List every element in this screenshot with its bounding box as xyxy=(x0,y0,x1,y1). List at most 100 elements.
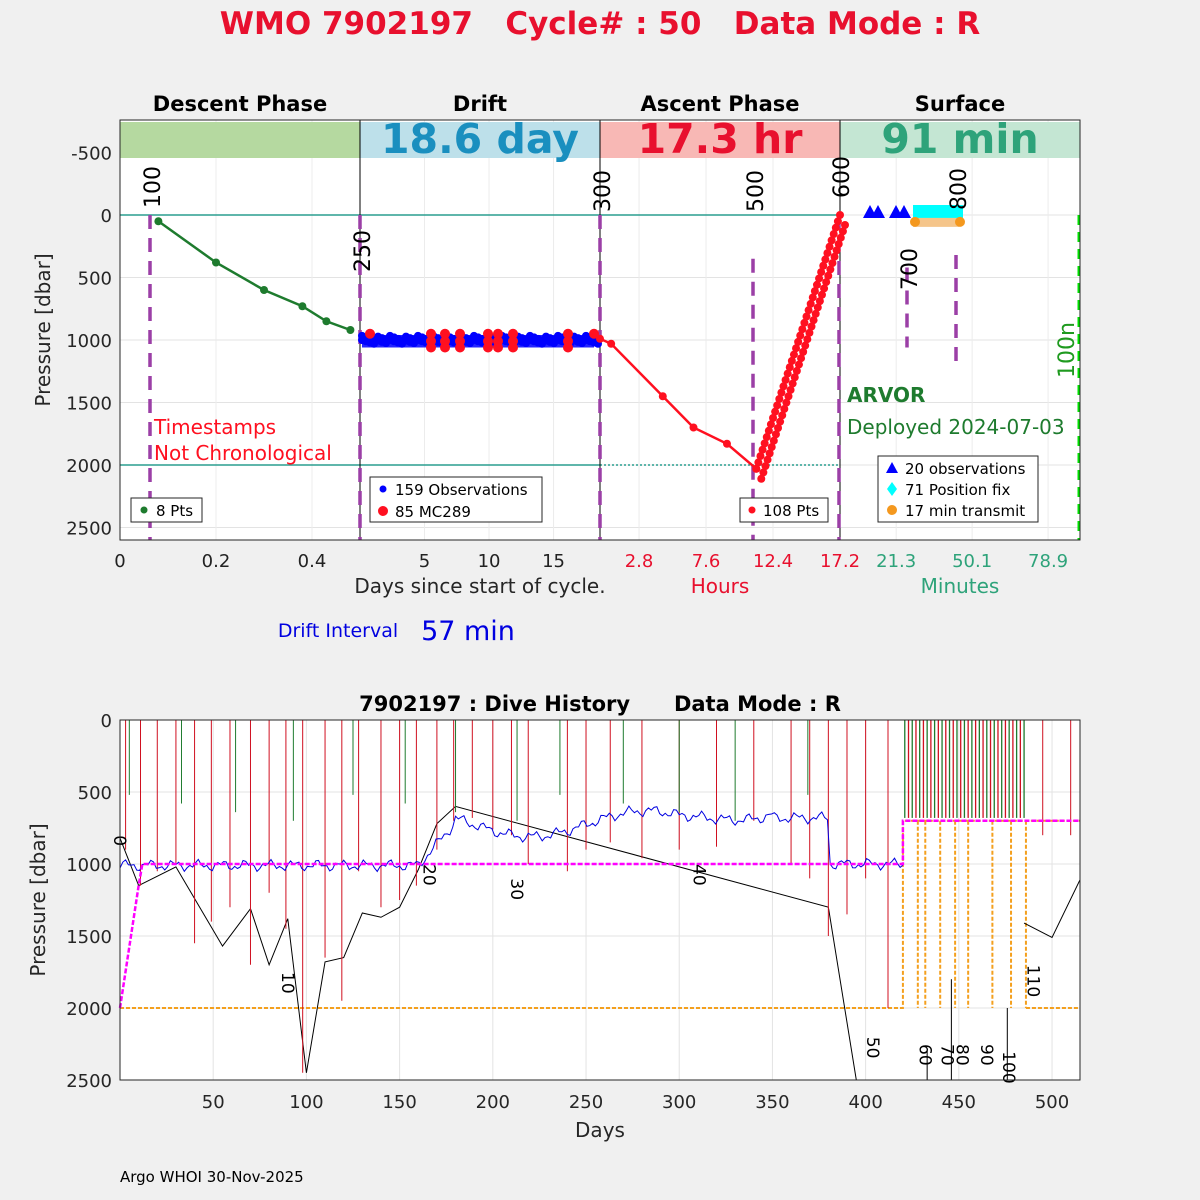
legend-surface xyxy=(877,455,1039,523)
ascent-point xyxy=(831,223,840,232)
ascent-point xyxy=(758,445,767,454)
legend-surface-tx-marker xyxy=(887,505,897,515)
drift-mc-point xyxy=(483,342,493,353)
ascent-point xyxy=(779,382,788,391)
ascent-point xyxy=(797,354,806,363)
legend-ascent-label: 108 Pts xyxy=(763,502,819,520)
drift-mc-point xyxy=(508,328,518,339)
ascent-point xyxy=(832,246,841,255)
ascent-point xyxy=(607,339,616,348)
legend-surface-tx-label: 17 min transmit xyxy=(905,502,1025,520)
ascent-point xyxy=(752,464,761,473)
phase-band xyxy=(600,122,840,158)
ascent-point xyxy=(808,293,817,302)
ascent-point xyxy=(836,211,844,219)
top-x-tick-label: 0 xyxy=(114,551,125,572)
bottom-x-tick-label: 150 xyxy=(382,1092,416,1113)
ascent-point xyxy=(826,265,835,274)
ascent-point xyxy=(803,335,812,344)
bottom-x-tick-label: 300 xyxy=(662,1092,696,1113)
ascent-point xyxy=(799,347,808,356)
top-y-tick-label: 0 xyxy=(101,206,112,227)
bottom-x-axis-label: Days xyxy=(575,1118,625,1142)
drift-observation-band xyxy=(362,335,594,348)
descent-point xyxy=(298,302,307,311)
surface-transmit-point xyxy=(955,216,965,227)
bottom-y-tick-label: 1500 xyxy=(66,927,112,948)
bottom-x-tick-label: 250 xyxy=(569,1092,603,1113)
top-y-tick-label: 2500 xyxy=(66,519,112,540)
ascent-point xyxy=(822,278,831,287)
ascent-point xyxy=(778,411,787,420)
ascent-point xyxy=(815,274,824,283)
ascent-point xyxy=(722,439,731,448)
ascent-point xyxy=(765,449,774,458)
phase-duration: 91 min xyxy=(881,115,1038,163)
event-marker-label: 500 xyxy=(744,170,769,212)
event-marker-label: 100n xyxy=(1055,322,1080,378)
ascent-point xyxy=(788,379,797,388)
ascent-point xyxy=(813,303,822,312)
bottom-plot-frame xyxy=(119,719,1081,1081)
ascent-point xyxy=(777,388,786,397)
float-type: ARVOR xyxy=(847,383,925,407)
legend-drift-obs-label: 159 Observations xyxy=(395,481,528,499)
drift-interval-value: 57 min xyxy=(421,616,515,647)
warning-line-2: Not Chronological xyxy=(154,441,332,465)
dive-history-title: 7902197 : Dive History Data Mode : R xyxy=(359,692,841,716)
ascent-point xyxy=(838,227,847,236)
ascent-point xyxy=(811,309,820,318)
ascent-point xyxy=(824,271,833,280)
drift-mc-point xyxy=(440,342,450,353)
ascent-point xyxy=(809,316,818,325)
ascent-point xyxy=(757,474,766,483)
ascent-point xyxy=(829,230,838,239)
legend-surface-pos-label: 71 Position fix xyxy=(905,481,1010,499)
park-pressure-line xyxy=(118,819,1080,1009)
ascent-point xyxy=(805,328,814,337)
drift-mc-point xyxy=(563,328,573,339)
bottom-y-tick-label: 2500 xyxy=(66,1071,112,1092)
drift-mc-point xyxy=(483,328,493,339)
cycle-number-label: 90 xyxy=(976,1044,996,1066)
legend-drift-obs-marker xyxy=(379,485,387,493)
drift-interval-label: Drift Interval xyxy=(278,620,398,642)
descent-point xyxy=(322,317,331,326)
top-x-tick-label: 17.2 xyxy=(820,551,860,572)
cycle-number-label: 80 xyxy=(952,1044,972,1066)
ascent-point xyxy=(821,255,830,264)
event-marker-label: 600 xyxy=(830,156,855,198)
drift-mc-point xyxy=(493,328,503,339)
descent-point xyxy=(154,217,163,226)
ascent-point xyxy=(841,221,849,229)
bottom-x-tick-label: 450 xyxy=(942,1092,976,1113)
ascent-point xyxy=(827,236,836,245)
cycle-number-label: 110 xyxy=(1022,965,1042,997)
ascent-point xyxy=(828,259,837,268)
bottom-y-tick-label: 500 xyxy=(78,783,112,804)
ascent-point xyxy=(815,297,824,306)
top-y-tick-label: 1000 xyxy=(66,331,112,352)
cycle-number-label: 40 xyxy=(689,864,709,886)
top-x-tick-label: 0.2 xyxy=(202,551,231,572)
bottom-y-tick-label: 0 xyxy=(101,711,112,732)
drift-mc-point xyxy=(455,328,465,339)
ascent-point xyxy=(802,312,811,321)
top-y-tick-label: 2000 xyxy=(66,456,112,477)
drift-mc-point xyxy=(589,328,599,339)
ascent-point xyxy=(596,334,604,343)
cycle-number-label: 60 xyxy=(914,1044,934,1066)
ascent-point xyxy=(819,261,828,270)
top-y-tick-label: -500 xyxy=(71,144,112,165)
bottom-x-tick-label: 500 xyxy=(1035,1092,1069,1113)
event-marker-label: 100 xyxy=(141,166,166,208)
ascent-point xyxy=(807,322,816,331)
ascent-point xyxy=(767,443,776,452)
top-x-tick-label: 12.4 xyxy=(753,551,793,572)
event-marker-label: 250 xyxy=(351,230,376,272)
drift-mc-point xyxy=(426,342,436,353)
phase-header: Surface xyxy=(915,92,1005,116)
legend-drift-mc-marker xyxy=(378,506,388,516)
ascent-point xyxy=(798,325,807,334)
